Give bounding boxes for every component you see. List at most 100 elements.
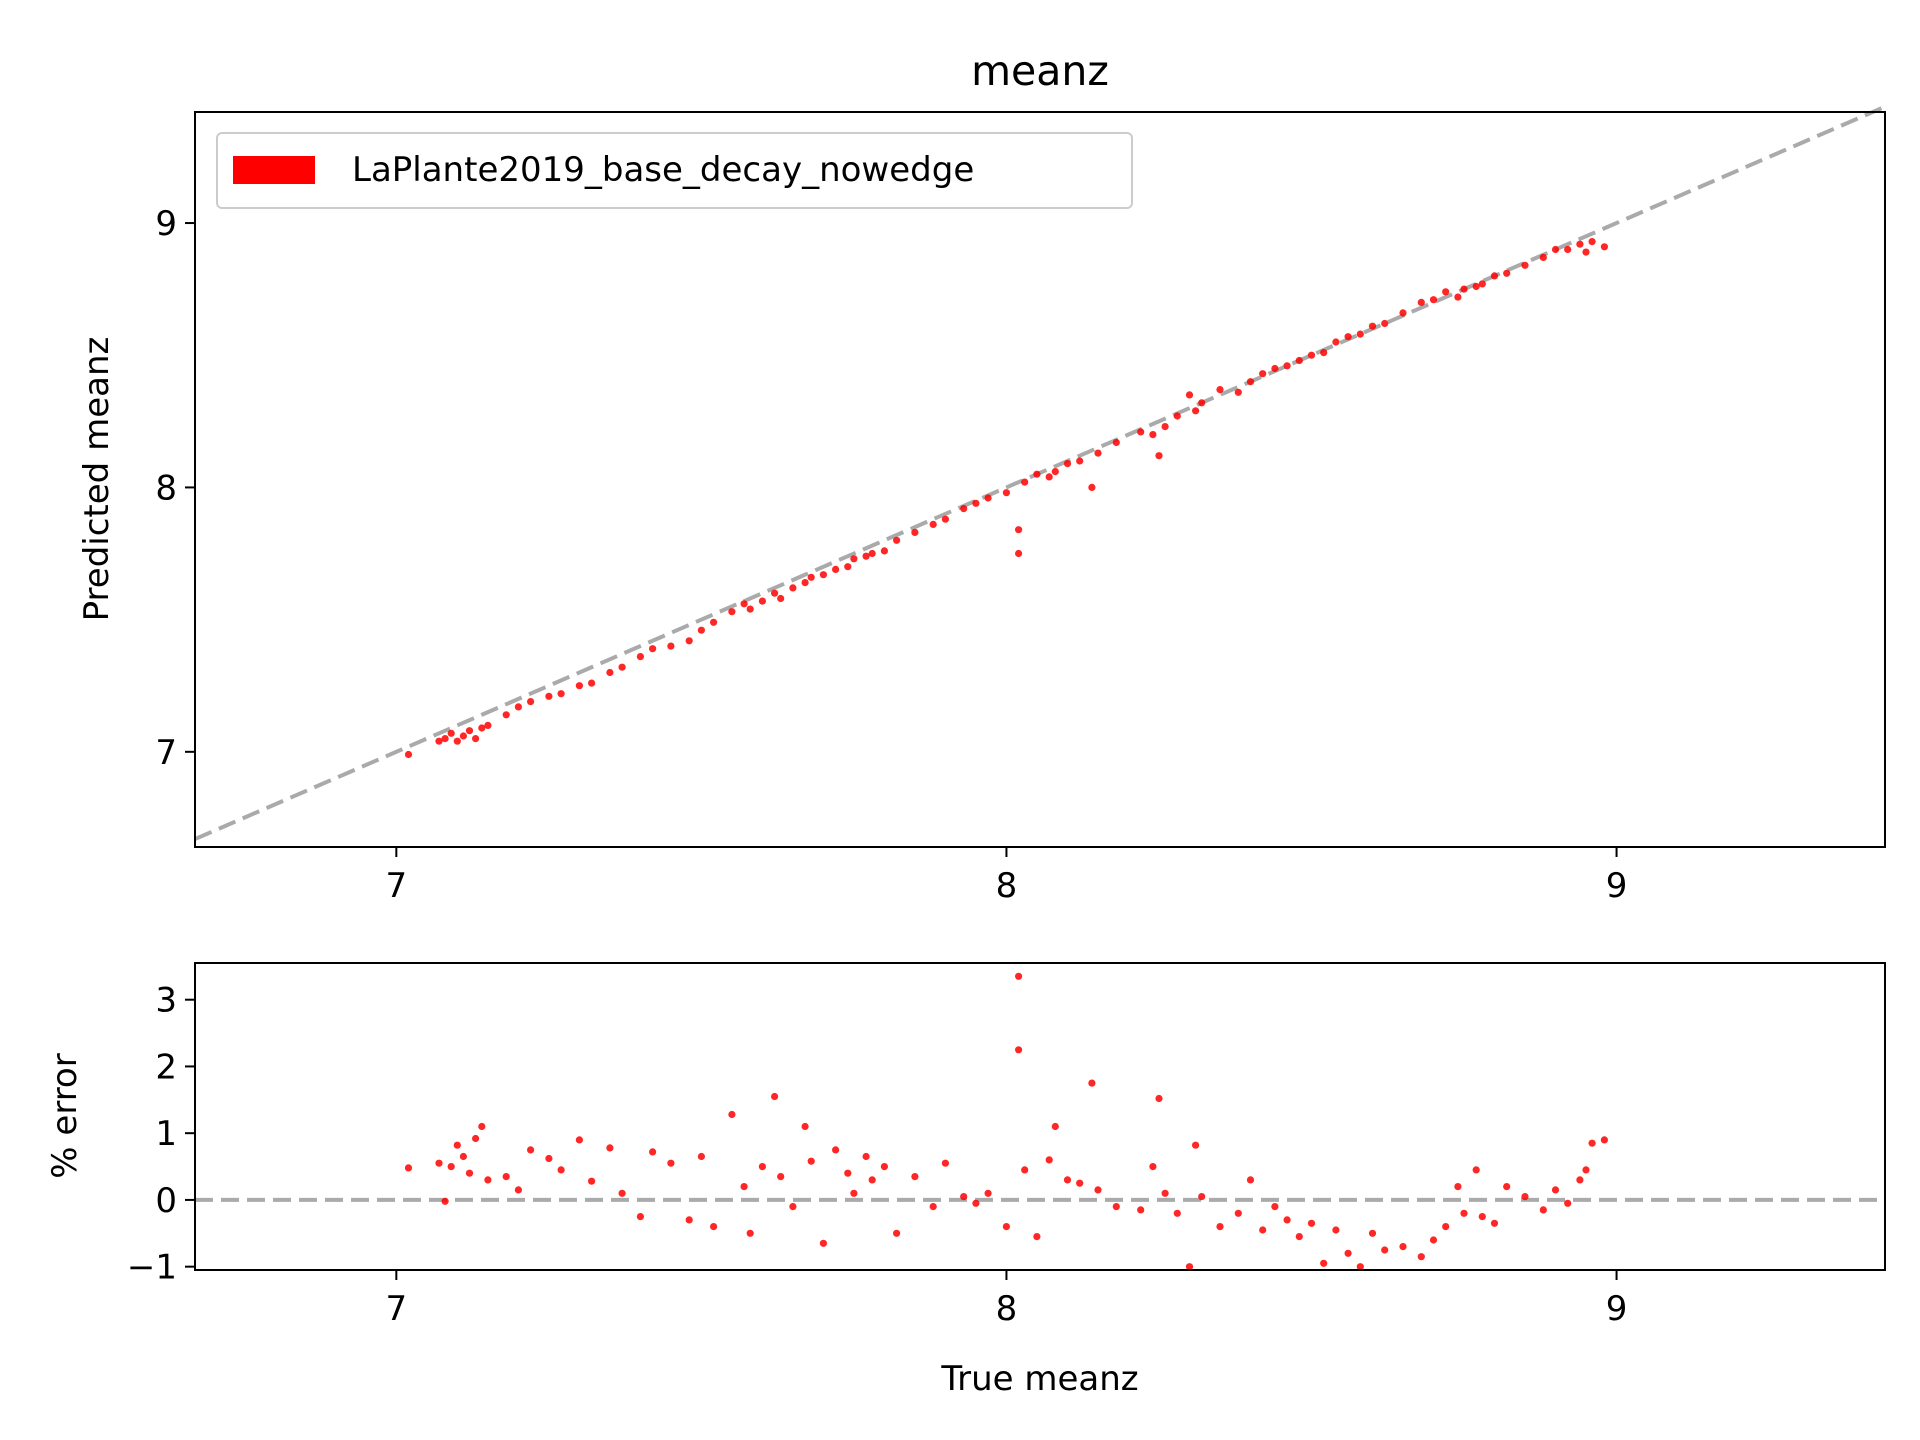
- top-data-point: [1600, 243, 1608, 251]
- legend-label: LaPlante2019_base_decay_nowedge: [352, 150, 974, 190]
- top-data-point: [1307, 351, 1316, 359]
- bottom-data-point: [1173, 1209, 1181, 1217]
- top-data-point: [710, 618, 718, 626]
- bottom-data-point: [606, 1144, 614, 1152]
- top-data-point: [1002, 489, 1011, 497]
- top-data-point: [1063, 460, 1072, 468]
- bottom-x-ticks: 7 8 9: [386, 1270, 1627, 1329]
- top-data-point: [459, 732, 467, 740]
- bottom-data-point: [740, 1183, 748, 1191]
- top-data-point: [1271, 364, 1279, 373]
- top-data-point: [1399, 309, 1407, 317]
- legend-swatch: [233, 156, 315, 184]
- top-data-point: [1539, 253, 1547, 261]
- bottom-data-point: [575, 1136, 584, 1144]
- bottom-data-point: [832, 1146, 840, 1154]
- bottom-data-point: [1271, 1203, 1279, 1211]
- bottom-data-point: [1472, 1166, 1480, 1174]
- bottom-data-point: [868, 1176, 876, 1184]
- bottom-data-point: [685, 1216, 693, 1224]
- bottom-data-point: [984, 1189, 992, 1197]
- bottom-data-point: [1344, 1249, 1352, 1257]
- top-data-point: [1173, 412, 1181, 420]
- top-data-point: [819, 571, 828, 579]
- top-data-point: [1521, 261, 1529, 269]
- top-data-point: [1015, 549, 1023, 558]
- bottom-data-point: [893, 1229, 901, 1237]
- legend: LaPlante2019_base_decay_nowedge: [216, 132, 1133, 209]
- bottom-data-point: [514, 1186, 523, 1194]
- bottom-data-point: [1161, 1189, 1169, 1197]
- top-data-point: [1198, 399, 1206, 407]
- top-data-point: [1442, 288, 1450, 296]
- top-data-point: [697, 626, 706, 634]
- top-plot-frame: [194, 111, 1886, 848]
- bottom-data-point: [588, 1177, 596, 1185]
- bottom-data-point: [1521, 1193, 1529, 1201]
- x-axis-label: True meanz: [940, 1359, 1138, 1399]
- bottom-data-point: [1478, 1213, 1486, 1221]
- bottom-data-point: [1015, 972, 1023, 980]
- top-y-tick-label: 8: [155, 468, 177, 508]
- top-data-point: [1246, 378, 1255, 386]
- bottom-data-point: [880, 1163, 889, 1171]
- top-data-point: [575, 682, 584, 690]
- top-data-point: [740, 600, 748, 608]
- top-data-point: [545, 692, 553, 700]
- bottom-y-tick-label: 2: [155, 1047, 177, 1087]
- bottom-data-point: [1588, 1139, 1596, 1147]
- bottom-data-point: [1381, 1246, 1389, 1254]
- top-data-point: [618, 663, 626, 671]
- bottom-data-point: [1002, 1223, 1011, 1231]
- top-data-point: [1582, 248, 1590, 256]
- top-data-point: [588, 679, 596, 687]
- top-data-point: [636, 653, 645, 661]
- top-data-point: [1356, 330, 1364, 338]
- bottom-data-point: [453, 1141, 461, 1149]
- bottom-data-point: [545, 1154, 553, 1163]
- bottom-data-point: [1442, 1223, 1450, 1231]
- top-data-point: [972, 499, 980, 507]
- bottom-data-point: [1192, 1141, 1200, 1149]
- bottom-data-point: [862, 1152, 870, 1161]
- bottom-data-point: [478, 1122, 486, 1131]
- bottom-data-point: [758, 1163, 767, 1171]
- bottom-data-point: [844, 1169, 852, 1177]
- bottom-data-point: [557, 1166, 565, 1174]
- top-x-ticks: 7 8 9: [386, 847, 1628, 906]
- top-data-point: [1149, 431, 1157, 439]
- bottom-data-point: [1368, 1229, 1377, 1237]
- top-data-point: [893, 536, 901, 544]
- bottom-data-point: [435, 1159, 443, 1167]
- top-data-point: [1216, 386, 1224, 394]
- top-data-point: [941, 515, 950, 523]
- bottom-data-point: [1539, 1206, 1547, 1214]
- top-data-point: [1021, 478, 1029, 486]
- bottom-data-point: [1198, 1193, 1206, 1201]
- top-data-point: [557, 690, 565, 698]
- bottom-data-point: [1051, 1122, 1059, 1131]
- top-plot-area: [195, 112, 1885, 847]
- top-data-point: [758, 597, 767, 605]
- top-y-tick-label: 9: [155, 204, 177, 244]
- top-data-point: [441, 735, 449, 743]
- bottom-y-ticks: −1 0 1 2 3: [127, 981, 195, 1288]
- bottom-data-point: [929, 1203, 937, 1211]
- top-x-tick-label: 9: [1606, 866, 1628, 906]
- top-data-point: [649, 645, 657, 653]
- top-data-point: [1588, 238, 1596, 246]
- bottom-data-point: [1094, 1186, 1102, 1194]
- top-data-point: [1112, 438, 1120, 447]
- bottom-data-point: [1088, 1079, 1096, 1087]
- top-data-point: [880, 547, 889, 555]
- bottom-data-point: [1417, 1253, 1425, 1261]
- bottom-data-point: [1137, 1206, 1145, 1214]
- bottom-x-tick-label: 7: [386, 1289, 408, 1329]
- top-data-point: [771, 589, 779, 597]
- bottom-data-point: [465, 1169, 474, 1177]
- bottom-data-point: [472, 1134, 480, 1143]
- bottom-data-point: [911, 1173, 919, 1181]
- bottom-data-point: [1454, 1183, 1462, 1191]
- bottom-data-point: [1295, 1233, 1303, 1241]
- top-data-point: [1033, 470, 1041, 478]
